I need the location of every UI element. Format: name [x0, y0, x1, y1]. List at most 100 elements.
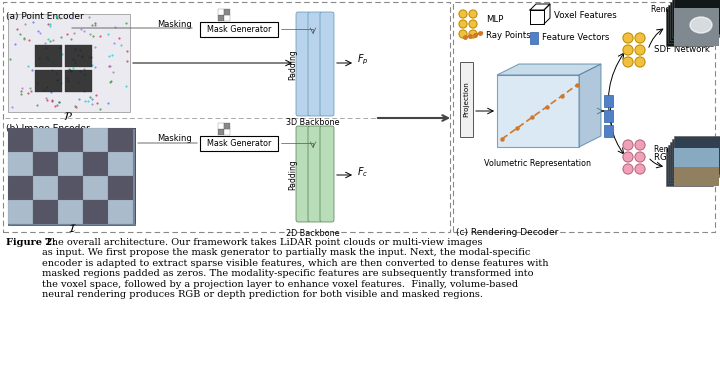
Bar [218, 123, 224, 129]
Text: Mask Generator: Mask Generator [207, 25, 271, 34]
Text: (a) Point Encoder: (a) Point Encoder [6, 12, 84, 21]
Bar [8, 200, 33, 224]
Bar [218, 129, 224, 135]
Circle shape [469, 20, 477, 28]
Bar [668, 145, 715, 183]
Bar [33, 200, 58, 224]
Circle shape [623, 152, 633, 162]
Bar [453, 2, 715, 232]
Circle shape [459, 30, 467, 38]
Text: $F_c$: $F_c$ [357, 165, 368, 179]
Bar [12, 128, 135, 221]
Bar [497, 75, 579, 147]
Circle shape [635, 45, 645, 55]
Bar [18, 128, 135, 215]
Bar [58, 200, 83, 224]
Bar [670, 2, 717, 40]
Text: MLP: MLP [486, 15, 503, 24]
Bar [58, 176, 83, 200]
Text: 3D Backbone: 3D Backbone [287, 118, 340, 127]
Circle shape [623, 45, 633, 55]
Bar [674, 167, 719, 186]
Bar [8, 152, 33, 176]
FancyBboxPatch shape [308, 126, 322, 222]
FancyBboxPatch shape [296, 126, 310, 222]
Text: Figure 2:: Figure 2: [6, 238, 55, 247]
Bar [224, 15, 230, 21]
Circle shape [469, 30, 477, 38]
Bar [674, 8, 719, 46]
Bar [83, 200, 108, 224]
Bar [33, 128, 58, 152]
Circle shape [469, 10, 477, 18]
Bar [8, 128, 135, 225]
Bar [35, 45, 62, 67]
Text: $F_p$: $F_p$ [357, 53, 369, 67]
Text: RGB Network: RGB Network [654, 153, 711, 162]
Text: The overall architecture. Our framework takes LiDAR point clouds or multi-view i: The overall architecture. Our framework … [42, 238, 549, 299]
Bar [83, 128, 108, 152]
FancyBboxPatch shape [308, 12, 322, 116]
Circle shape [623, 57, 633, 67]
Circle shape [623, 140, 633, 150]
Bar [8, 176, 33, 200]
FancyBboxPatch shape [320, 12, 334, 116]
FancyBboxPatch shape [320, 126, 334, 222]
Text: Rendered RGB Images: Rendered RGB Images [654, 145, 720, 154]
Polygon shape [497, 64, 601, 75]
Bar [460, 62, 473, 137]
Circle shape [635, 140, 645, 150]
Bar [65, 70, 92, 92]
Bar [14, 128, 135, 219]
Text: Ray Points: Ray Points [486, 30, 531, 39]
Bar [3, 2, 450, 232]
Bar [224, 9, 230, 15]
Text: Mask Generator: Mask Generator [207, 139, 271, 148]
Bar [8, 128, 33, 152]
Bar [224, 129, 230, 135]
Bar [65, 45, 92, 67]
Text: Padding: Padding [289, 160, 297, 190]
Text: Voxel Features: Voxel Features [554, 10, 617, 20]
FancyBboxPatch shape [296, 12, 310, 116]
Bar [108, 176, 133, 200]
Bar [670, 142, 717, 180]
Text: Volumetric Representation: Volumetric Representation [485, 159, 592, 168]
Bar [108, 152, 133, 176]
Bar [666, 148, 713, 186]
Text: SDF Network: SDF Network [654, 45, 710, 54]
Bar [604, 125, 613, 137]
Bar [35, 70, 62, 92]
Text: $\mathcal{I}$: $\mathcal{I}$ [68, 222, 76, 234]
Circle shape [459, 20, 467, 28]
Text: (c) Rendering Decoder: (c) Rendering Decoder [456, 228, 559, 237]
Bar [672, 139, 719, 177]
Bar [58, 128, 83, 152]
Circle shape [623, 164, 633, 174]
Text: Projection: Projection [463, 81, 469, 117]
Bar [672, 0, 719, 37]
Text: Masking: Masking [158, 20, 192, 29]
Bar [8, 14, 130, 112]
Bar [200, 136, 278, 151]
Bar [33, 176, 58, 200]
Bar [10, 128, 135, 223]
Text: Rendered Depth Images: Rendered Depth Images [651, 5, 720, 14]
Bar [666, 8, 713, 46]
Bar [33, 152, 58, 176]
Bar [674, 136, 720, 174]
Bar [218, 15, 224, 21]
Ellipse shape [690, 17, 712, 33]
Bar [604, 110, 613, 122]
Bar [674, 0, 720, 34]
Bar [530, 32, 538, 44]
Bar [83, 176, 108, 200]
Circle shape [635, 164, 645, 174]
Bar [83, 152, 108, 176]
Text: Masking: Masking [158, 134, 192, 143]
Bar [200, 22, 278, 37]
Circle shape [635, 33, 645, 43]
Circle shape [635, 57, 645, 67]
Text: (b) Image Encoder: (b) Image Encoder [6, 124, 90, 133]
Bar [674, 148, 719, 167]
